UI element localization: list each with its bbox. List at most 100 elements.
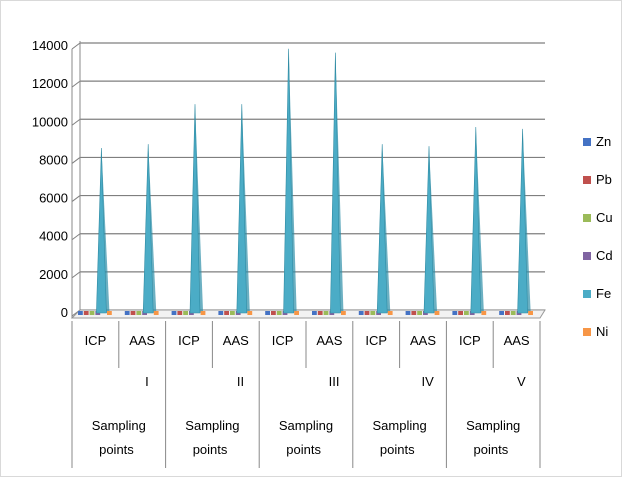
bar-pb bbox=[224, 311, 229, 315]
bar-cu bbox=[89, 311, 95, 315]
group-label: III bbox=[329, 374, 340, 389]
bar-ni bbox=[528, 311, 533, 315]
bar-cu bbox=[464, 311, 469, 315]
bar-pb bbox=[83, 311, 89, 315]
legend-label-cu: Cu bbox=[596, 210, 613, 225]
group-title-line: points bbox=[286, 442, 321, 457]
bar-shade-fe bbox=[335, 52, 344, 313]
bar-ni bbox=[341, 311, 346, 315]
x-tick-label: ICP bbox=[459, 333, 481, 348]
group-title-line: points bbox=[380, 442, 415, 457]
bar-zn bbox=[218, 311, 224, 315]
bar-cu bbox=[510, 311, 516, 315]
group-title-line: Sampling bbox=[185, 418, 239, 433]
y-tick-label: 14000 bbox=[32, 38, 68, 53]
bar-zn bbox=[265, 311, 270, 315]
legend-label-fe: Fe bbox=[596, 286, 611, 301]
group-title-line: Sampling bbox=[92, 418, 146, 433]
bar-pb bbox=[458, 311, 463, 315]
x-tick-label: ICP bbox=[178, 333, 200, 348]
bar-shade-fe bbox=[382, 144, 391, 313]
bar-shade-fe bbox=[429, 146, 437, 313]
y-tick-label: 8000 bbox=[39, 152, 68, 167]
group-title-line: Sampling bbox=[466, 418, 520, 433]
legend-label-cd: Cd bbox=[596, 248, 613, 263]
x-tick-label: ICP bbox=[365, 333, 387, 348]
bar-fe bbox=[517, 128, 528, 314]
bar-shade-fe bbox=[148, 144, 157, 313]
bar-zn bbox=[452, 311, 458, 315]
group-title-line: points bbox=[99, 442, 134, 457]
group-label: V bbox=[517, 374, 526, 389]
bar-zn bbox=[405, 311, 411, 315]
bar-ni bbox=[200, 311, 206, 315]
legend-swatch-fe bbox=[583, 290, 591, 298]
y-tick-label: 10000 bbox=[32, 114, 68, 129]
bar-cu bbox=[417, 311, 422, 315]
y-tick-label: 2000 bbox=[39, 267, 68, 282]
gridline-diagonal bbox=[71, 271, 81, 279]
bar-fe bbox=[376, 144, 388, 314]
gridline-diagonal bbox=[71, 195, 81, 202]
group-title-line: Sampling bbox=[279, 418, 333, 433]
bar-ni bbox=[153, 311, 159, 315]
bar-zn bbox=[171, 311, 177, 315]
group-label: II bbox=[237, 374, 244, 389]
gridline-diagonal bbox=[71, 118, 81, 126]
bar-ni bbox=[434, 311, 440, 315]
bar-zn bbox=[312, 311, 317, 315]
legend-swatch-pb bbox=[583, 176, 591, 184]
bar-cu bbox=[323, 311, 329, 315]
bar-fe bbox=[142, 144, 154, 314]
bar-zn bbox=[499, 311, 504, 315]
y-tick-label: 6000 bbox=[39, 191, 68, 206]
y-tick-label: 12000 bbox=[32, 76, 68, 91]
bar-ni bbox=[294, 311, 299, 315]
bar-shade-fe bbox=[101, 147, 110, 313]
bar-pb bbox=[505, 311, 510, 315]
x-tick-label: AAS bbox=[504, 333, 530, 348]
x-tick-label: AAS bbox=[410, 333, 436, 348]
bar-pb bbox=[411, 311, 417, 315]
gridline-diagonal bbox=[71, 80, 81, 88]
bar-cu bbox=[183, 311, 188, 315]
bar-shade-fe bbox=[522, 128, 531, 313]
x-tick-label: AAS bbox=[129, 333, 155, 348]
group-label: IV bbox=[422, 374, 435, 389]
bar-zn bbox=[78, 311, 83, 315]
bar-ni bbox=[387, 311, 393, 315]
bar-shade-fe bbox=[288, 48, 297, 314]
bar-pb bbox=[130, 311, 136, 315]
legend-swatch-cd bbox=[583, 252, 591, 260]
bar-ni bbox=[481, 311, 487, 315]
x-tick-label: ICP bbox=[85, 333, 107, 348]
gridline-diagonal bbox=[71, 233, 81, 241]
bar-zn bbox=[124, 311, 130, 315]
bar-cu bbox=[276, 311, 282, 315]
bar-pb bbox=[271, 311, 276, 315]
group-title-line: points bbox=[474, 442, 509, 457]
bar-shade-fe bbox=[195, 104, 203, 313]
x-tick-label: AAS bbox=[316, 333, 342, 348]
gridline-diagonal bbox=[71, 42, 81, 50]
y-tick-label: 0 bbox=[61, 305, 68, 320]
legend-swatch-cu bbox=[583, 214, 591, 222]
legend-label-ni: Ni bbox=[596, 324, 608, 339]
bar-pb bbox=[317, 311, 323, 315]
group-title-line: points bbox=[193, 442, 228, 457]
bar-ni bbox=[107, 311, 112, 315]
x-tick-label: ICP bbox=[272, 333, 294, 348]
bar-pb bbox=[177, 311, 183, 315]
group-title-line: Sampling bbox=[372, 418, 426, 433]
bar-pb bbox=[364, 311, 370, 315]
legend-swatch-zn bbox=[583, 138, 591, 146]
bar-cu bbox=[230, 311, 235, 315]
bar-cu bbox=[136, 311, 142, 315]
bar-cu bbox=[370, 311, 376, 315]
legend-label-zn: Zn bbox=[596, 134, 611, 149]
group-label: I bbox=[145, 374, 149, 389]
legend-swatch-ni bbox=[583, 328, 591, 336]
